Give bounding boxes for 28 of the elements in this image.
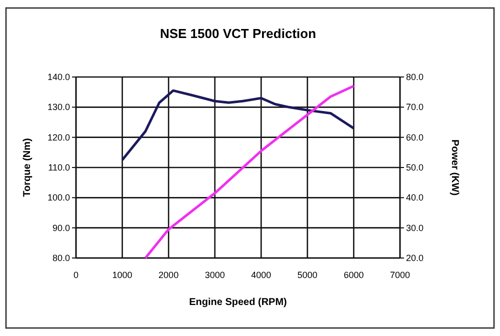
y2-tick-label: 50.0 bbox=[406, 162, 424, 172]
y-tick-label: 140.0 bbox=[47, 72, 70, 82]
x-axis-title: Engine Speed (RPM) bbox=[189, 297, 287, 308]
x-tick-label: 4000 bbox=[251, 270, 272, 280]
x-tick-label: 3000 bbox=[204, 270, 225, 280]
chart-title: NSE 1500 VCT Prediction bbox=[160, 26, 316, 41]
y-tick-label: 80.0 bbox=[52, 253, 70, 263]
x-tick-label: 1000 bbox=[112, 270, 132, 280]
x-tick-label: 5000 bbox=[297, 270, 318, 280]
y2-tick-label: 80.0 bbox=[406, 72, 424, 82]
y-tick-label: 120.0 bbox=[47, 132, 70, 142]
y2-tick-label: 30.0 bbox=[406, 222, 424, 233]
y2-tick-label: 40.0 bbox=[406, 192, 424, 203]
y-tick-label: 110.0 bbox=[48, 162, 70, 172]
y2-tick-label: 70.0 bbox=[406, 102, 424, 112]
y2-tick-label: 20.0 bbox=[406, 253, 424, 263]
x-tick-label: 6000 bbox=[344, 270, 364, 280]
x-tick-label: 0 bbox=[73, 270, 79, 280]
y-tick-label: 130.0 bbox=[47, 102, 70, 112]
y-axis-title: Torque (Nm) bbox=[22, 138, 33, 197]
y-tick-label: 90.0 bbox=[52, 222, 70, 233]
line-series bbox=[121, 89, 355, 162]
x-tick-label: 7000 bbox=[390, 270, 410, 280]
y-tick-label: 100.0 bbox=[47, 192, 70, 203]
y2-axis-title: Power (KW) bbox=[449, 139, 460, 196]
x-tick-label: 2000 bbox=[158, 270, 179, 280]
line-series bbox=[144, 84, 355, 260]
y2-tick-label: 60.0 bbox=[406, 132, 424, 142]
